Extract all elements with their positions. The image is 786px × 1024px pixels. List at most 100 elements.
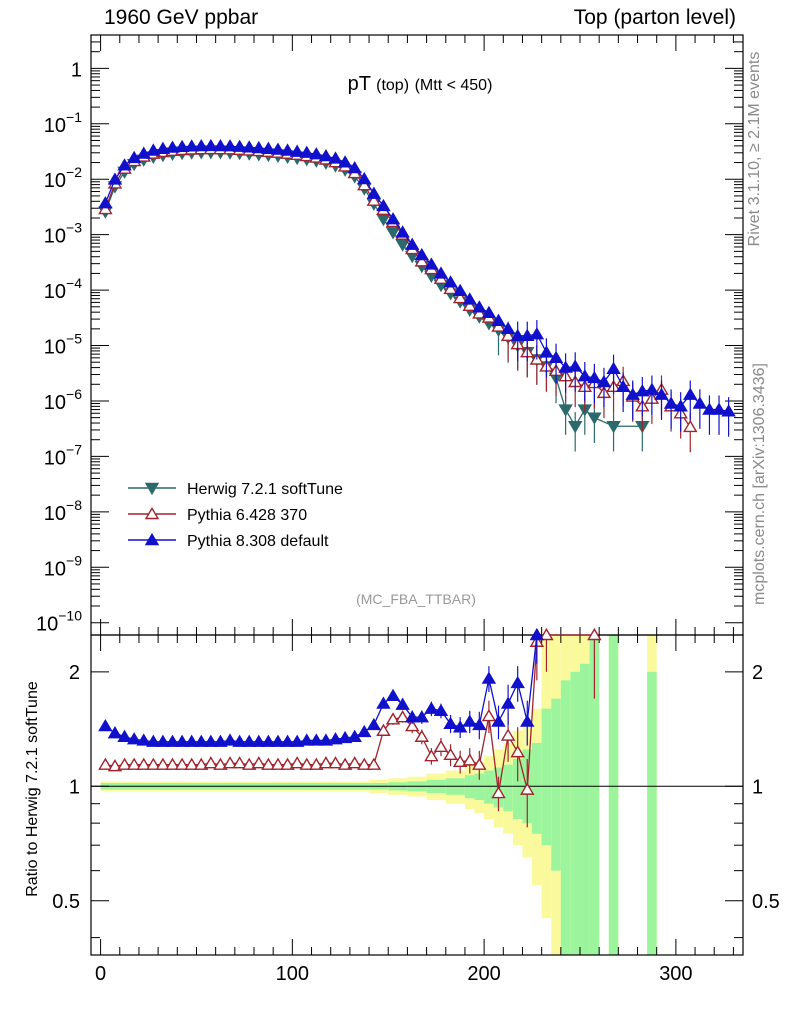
data-point	[663, 396, 679, 409]
ratio-point	[433, 739, 449, 753]
data-point	[146, 143, 161, 156]
ratio-point	[174, 734, 190, 747]
ratio-y-tick-label-right: 2	[752, 662, 763, 684]
ratio-point	[107, 759, 123, 772]
data-point	[117, 158, 132, 171]
ratio-axes: 0.5 0.5 1 1 2 2 0 100 200 300	[52, 634, 780, 985]
ratio-y-tick-label-right: 0.5	[752, 891, 780, 913]
data-point	[98, 201, 113, 215]
data-point	[520, 328, 535, 341]
data-point	[606, 421, 621, 434]
data-point	[309, 147, 324, 160]
data-point	[318, 148, 334, 162]
legend-label: Pythia 6.428 370	[187, 507, 307, 524]
ratio-point	[318, 756, 334, 769]
y-tick-label: 10−4	[44, 275, 82, 303]
ratio-point	[414, 710, 430, 723]
data-point	[500, 328, 516, 341]
data-point	[126, 150, 142, 164]
x-tick-label: 200	[467, 963, 500, 985]
ratio-point	[251, 734, 267, 747]
band-inner	[474, 773, 485, 801]
data-point	[452, 283, 468, 297]
data-point	[558, 404, 573, 417]
y-tick-label: 10−8	[44, 497, 82, 525]
mcplots-label: mcplots.cern.ch [arXiv:1306.3436]	[751, 363, 768, 605]
data-point	[155, 141, 171, 154]
legend-marker	[144, 506, 160, 520]
data-point	[98, 196, 113, 209]
data-point	[328, 151, 343, 164]
data-point	[424, 257, 439, 270]
band-inner	[580, 663, 590, 955]
series-line	[104, 145, 729, 412]
ratio-point	[251, 756, 267, 769]
ratio-point	[203, 756, 219, 769]
ratio-point	[222, 733, 238, 746]
data-point	[635, 384, 650, 397]
data-point	[261, 141, 276, 154]
ratio-point	[472, 717, 487, 731]
ratio-point	[404, 710, 420, 723]
band-inner	[484, 770, 494, 804]
data-point	[395, 239, 410, 252]
ratio-point	[318, 733, 334, 746]
ratio-point	[136, 733, 151, 746]
ratio-point	[194, 734, 209, 747]
data-point	[606, 361, 621, 375]
y-tick-label: 10−5	[44, 331, 82, 359]
ratio-point	[500, 696, 516, 709]
ratio-point	[347, 756, 362, 769]
ratio-point	[366, 717, 382, 731]
x-tick-label: 300	[659, 963, 692, 985]
ratio-series	[98, 627, 602, 828]
data-point	[558, 360, 573, 373]
ratio-point	[462, 714, 477, 727]
ratio-point	[491, 785, 506, 799]
data-point	[596, 374, 612, 388]
ratio-point	[424, 749, 439, 762]
data-point	[491, 319, 506, 332]
data-point	[615, 379, 631, 393]
data-point	[280, 143, 295, 156]
ratio-point	[241, 757, 257, 770]
ratio-point	[117, 757, 132, 770]
data-point	[577, 369, 593, 382]
ratio-point	[126, 732, 142, 745]
data-point	[213, 138, 228, 152]
ratio-point	[385, 688, 401, 701]
ratio-point	[510, 745, 525, 758]
ratio-point	[165, 757, 180, 770]
band-inner	[512, 758, 523, 820]
data-point	[107, 172, 123, 185]
ratio-point	[529, 627, 545, 641]
ratio-series-pythia-6-428-370	[98, 627, 602, 828]
ratio-point	[232, 734, 247, 747]
ratio-point	[165, 734, 180, 747]
data-point	[683, 387, 698, 400]
x-tick-label: 0	[95, 963, 106, 985]
ratio-point	[98, 719, 113, 732]
legend-marker	[144, 482, 160, 496]
data-point	[385, 212, 401, 225]
ratio-point	[203, 734, 219, 747]
data-point	[366, 193, 382, 206]
legend-label: Herwig 7.2.1 softTune	[187, 481, 343, 498]
ratio-point	[280, 757, 295, 770]
main-axes: 1 10−1 10−2 10−3 10−4 10−5 10−6 10−7 10−8 10−9 10−…	[36, 34, 744, 636]
ratio-point	[289, 734, 305, 747]
data-point	[203, 138, 219, 152]
y-tick-label: 10−1	[44, 109, 82, 137]
ratio-point	[222, 756, 238, 769]
data-point	[414, 247, 430, 261]
data-point	[165, 140, 180, 153]
data-point	[548, 350, 564, 364]
ratio-point	[404, 719, 420, 732]
ratio-point	[328, 756, 343, 769]
ratio-y-tick-label: 0.5	[52, 891, 80, 913]
data-point	[241, 140, 257, 153]
data-point	[702, 402, 717, 415]
ratio-point	[462, 753, 477, 766]
data-point	[414, 254, 430, 267]
